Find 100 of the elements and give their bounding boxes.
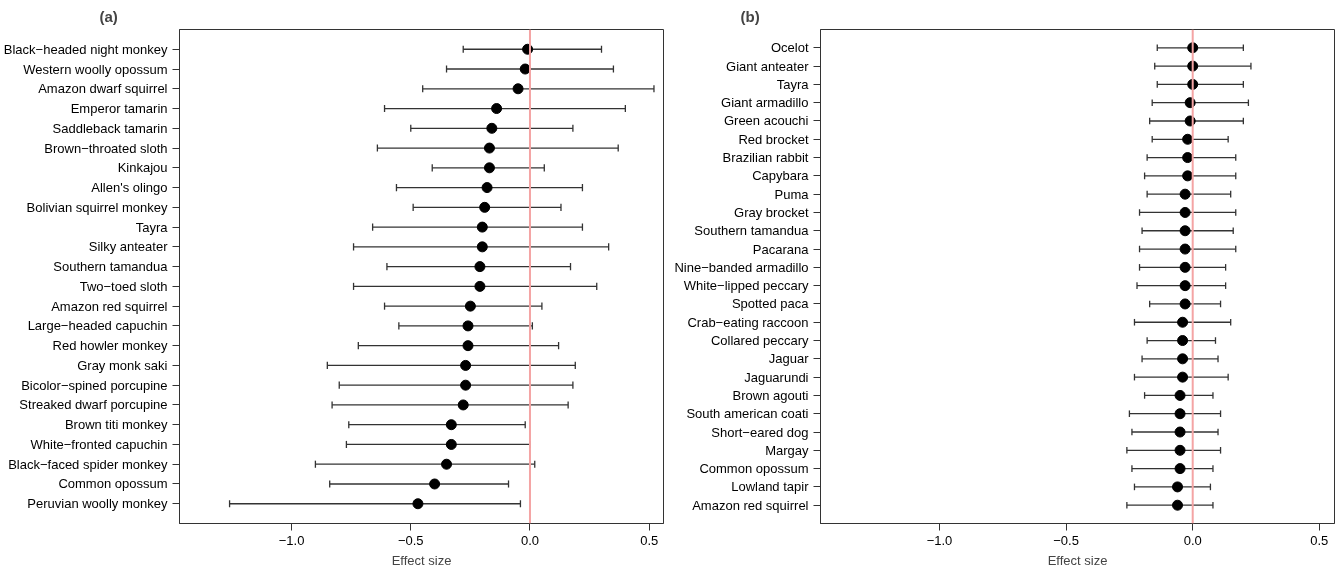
point	[491, 103, 503, 115]
y-tick-label: Pacarana	[752, 241, 810, 257]
chart-title: (a)	[99, 7, 118, 25]
point	[476, 241, 488, 253]
y-tick-label: Red brocket	[738, 131, 809, 147]
y-tick-label: Giant armadillo	[721, 95, 809, 111]
x-tick-label: 0.5	[640, 532, 659, 548]
y-tick-label: Short−eared dog	[711, 424, 809, 440]
y-tick-label: White−lipped peccary	[683, 278, 809, 294]
point	[445, 419, 457, 431]
y-tick-label: Capybara	[752, 168, 810, 184]
y-tick-label: Allen's olingo	[91, 180, 168, 196]
y-tick-label: Bicolor−spined porcupine	[21, 377, 168, 393]
point	[462, 340, 474, 352]
y-tick-label: Puma	[774, 186, 810, 202]
y-tick-label: Brown−throated sloth	[44, 140, 168, 156]
point	[1179, 243, 1191, 255]
y-tick-label: Lowland tapir	[731, 479, 810, 495]
y-tick-label: White−fronted capuchin	[30, 436, 168, 452]
y-tick-label: Jaguarundi	[744, 369, 809, 385]
point	[1179, 206, 1191, 218]
y-tick-label: Black−headed night monkey	[3, 41, 168, 57]
point	[474, 261, 486, 273]
y-tick-label: Gray brocket	[734, 204, 809, 220]
point	[1174, 408, 1186, 420]
y-tick-label: Peruvian woolly monkey	[27, 496, 168, 512]
y-tick-label: Amazon dwarf squirrel	[38, 81, 168, 97]
chart-title: (b)	[740, 7, 760, 25]
y-tick-label: Streaked dwarf porcupine	[19, 397, 168, 413]
y-tick-label: Emperor tamarin	[70, 101, 168, 117]
x-tick-label: 0.0	[1183, 532, 1202, 548]
point	[1174, 463, 1186, 475]
point	[412, 498, 424, 510]
point	[457, 399, 469, 411]
y-tick-label: Silky anteater	[88, 239, 169, 255]
point	[481, 182, 493, 194]
y-tick-label: Red howler monkey	[52, 338, 168, 354]
point	[1179, 261, 1191, 273]
y-tick-label: South american coati	[686, 406, 809, 422]
y-tick-label: Crab−eating raccoon	[687, 314, 809, 330]
y-tick-label: Large−headed capuchin	[27, 318, 168, 334]
y-tick-label: Brown agouti	[732, 387, 809, 403]
x-tick-label: −0.5	[397, 532, 424, 548]
y-tick-label: Spotted paca	[731, 296, 810, 312]
y-tick-label: Nine−banded armadillo	[674, 259, 809, 275]
y-tick-label: Western woolly opossum	[23, 61, 168, 77]
point	[1177, 353, 1189, 365]
y-tick-label: Amazon red squirrel	[51, 298, 168, 314]
point	[512, 83, 524, 95]
x-axis-title: Effect size	[391, 552, 452, 568]
point	[1172, 481, 1184, 493]
y-tick-label: Collared peccary	[710, 333, 809, 349]
y-tick-label: Margay	[765, 442, 809, 458]
y-tick-label: Kinkajou	[117, 160, 168, 176]
point	[1179, 225, 1191, 237]
y-tick-label: Tayra	[776, 76, 810, 92]
point	[1177, 371, 1189, 383]
point	[483, 142, 495, 154]
y-tick-label: Giant anteater	[726, 58, 810, 74]
y-tick-label: Bolivian squirrel monkey	[26, 199, 168, 215]
y-tick-label: Common opossum	[58, 476, 168, 492]
x-tick-label: −0.5	[1053, 532, 1079, 548]
point	[1179, 280, 1191, 292]
y-tick-label: Green acouchi	[723, 113, 809, 129]
y-tick-label: Southern tamandua	[53, 259, 169, 275]
point	[1174, 389, 1186, 401]
y-tick-label: Brazilian rabbit	[722, 150, 809, 166]
point	[429, 478, 441, 490]
point	[476, 221, 488, 233]
x-axis-title: Effect size	[1047, 552, 1108, 568]
point	[1174, 426, 1186, 438]
y-tick-label: Saddleback tamarin	[52, 120, 168, 136]
y-tick-label: Amazon red squirrel	[692, 497, 809, 513]
point	[1174, 444, 1186, 456]
point	[1172, 499, 1184, 511]
y-tick-label: Gray monk saki	[77, 357, 168, 373]
point	[479, 201, 491, 213]
y-tick-label: Brown titi monkey	[64, 417, 168, 433]
x-tick-label: −1.0	[278, 532, 305, 548]
point	[1177, 335, 1189, 347]
point	[445, 438, 457, 450]
point	[474, 280, 486, 292]
point	[460, 359, 472, 371]
point	[1177, 316, 1189, 328]
point	[441, 458, 453, 470]
point	[462, 320, 474, 332]
x-tick-label: −1.0	[926, 532, 953, 548]
point	[464, 300, 476, 312]
y-tick-label: Ocelot	[770, 40, 809, 56]
y-tick-label: Southern tamandua	[694, 223, 810, 239]
x-tick-label: 0.0	[520, 532, 540, 548]
y-tick-label: Tayra	[135, 219, 169, 235]
point	[486, 122, 498, 134]
x-tick-label: 0.5	[1310, 532, 1329, 548]
point	[1179, 298, 1191, 310]
point	[483, 162, 495, 174]
point	[1179, 188, 1191, 200]
y-tick-label: Jaguar	[768, 351, 810, 367]
y-tick-label: Common opossum	[699, 461, 809, 477]
y-tick-label: Black−faced spider monkey	[8, 456, 168, 472]
